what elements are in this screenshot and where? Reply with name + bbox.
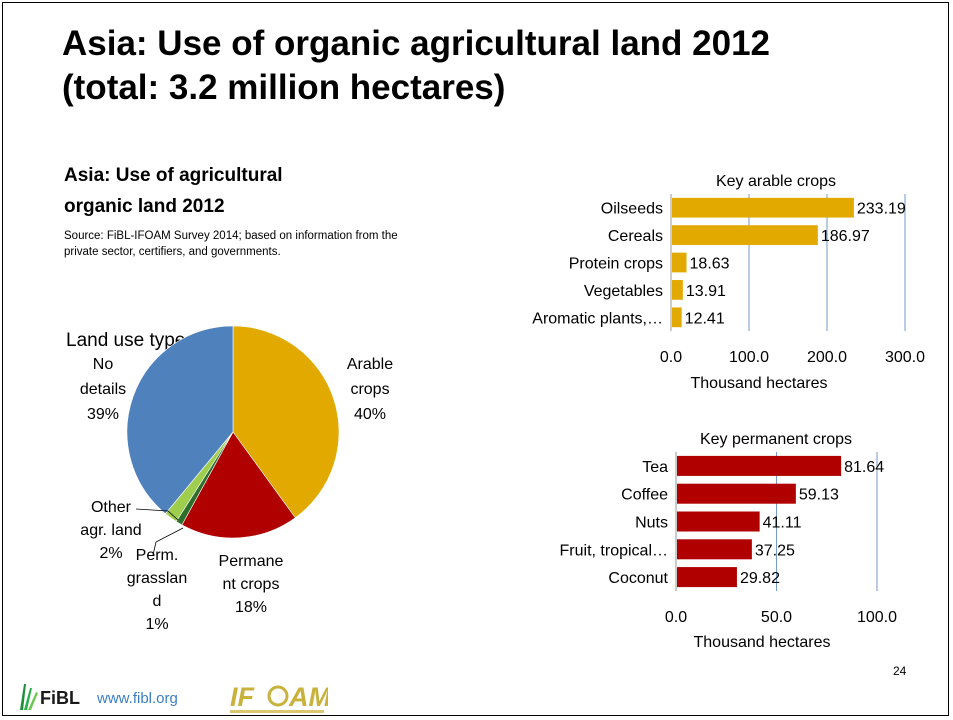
permanent-chart-value-label-4: 37.25 (755, 542, 795, 559)
pie-label-grassland-line-3: d (153, 593, 162, 610)
arable-chart-value-label-2: 186.97 (821, 228, 870, 245)
arable-chart-bar-4 (672, 280, 683, 300)
pie-label-no-details-line-2: details (80, 381, 126, 398)
chart-subtitle-line-2: organic land 2012 (64, 196, 225, 217)
permanent-chart-bar-1 (677, 455, 842, 476)
source-note: Source: FiBL-IFOAM Survey 2014; based on… (64, 230, 398, 258)
pie-label-no-details-line-1: No (93, 356, 114, 373)
pie-label-permanent-line-2: nt crops (223, 576, 280, 593)
arable-chart-category-label-2: Cereals (608, 228, 663, 245)
permanent-chart-bar-3 (677, 511, 760, 532)
pie-label-arable-line-2: crops (350, 381, 389, 398)
leader-line-grassland (152, 527, 184, 556)
arable-chart-bar-2 (672, 225, 818, 245)
pie-label-arable-line-1: Arable (347, 356, 393, 373)
permanent-chart-bar-4 (677, 539, 752, 560)
arable-chart-bar-5 (672, 307, 682, 328)
pie-label-arable-line-3: 40% (354, 406, 386, 423)
permanent-chart-tick-label-3: 100.0 (857, 609, 897, 626)
arable-chart-category-label-4: Vegetables (584, 283, 663, 300)
permanent-chart-category-label-4: Fruit, tropical… (560, 542, 668, 559)
permanent-chart-value-label-5: 29.82 (740, 570, 780, 587)
permanent-chart-category-label-2: Coffee (621, 487, 668, 504)
arable-chart-value-label-3: 18.63 (690, 256, 730, 273)
arable-chart-bar-3 (672, 252, 687, 273)
arable-chart-tick-label-4: 300.0 (885, 349, 925, 366)
arable-chart-title: Key arable crops (716, 173, 836, 190)
ifoam-logo-icon: IF AM (230, 682, 328, 713)
permanent-chart-bar-5 (677, 567, 737, 588)
pie-label-other-line-3: 2% (99, 545, 122, 562)
pie-label-grassland-line-2: grasslan (127, 570, 187, 587)
permanent-chart-x-axis-label: Thousand hectares (694, 634, 831, 651)
pie-slice-permanent-crops (181, 431, 296, 539)
pie-label-permanent-line-3: 18% (235, 599, 267, 616)
permanent-chart-tick-label-2: 50.0 (761, 609, 792, 626)
fibl-url-link[interactable]: www.fibl.org (97, 690, 178, 707)
slide-title: Asia: Use of organic agricultural land 2… (62, 22, 862, 110)
leader-line-other (135, 508, 179, 521)
arable-chart-category-label-5: Aromatic plants,… (532, 310, 663, 327)
arable-chart-value-label-4: 13.91 (686, 283, 726, 300)
chart-subtitle-line-1: Asia: Use of agricultural (64, 165, 283, 186)
permanent-chart-tick-label-1: 0.0 (665, 609, 687, 626)
permanent-chart-category-label-5: Coconut (608, 570, 668, 587)
pie-slice-arable-crops (232, 325, 340, 519)
pie-slice-no-details (126, 325, 234, 515)
arable-chart-value-label-5: 12.41 (685, 310, 725, 327)
arable-chart-bar-1 (672, 197, 854, 218)
arable-chart-tick-label-3: 200.0 (807, 349, 847, 366)
slide-title-line-1: Asia: Use of organic agricultural land 2… (62, 24, 770, 63)
arable-chart-tick-label-2: 100.0 (729, 349, 769, 366)
svg-text:IF: IF (230, 682, 256, 712)
arable-chart-x-axis-label: Thousand hectares (691, 375, 828, 392)
permanent-chart-bar-2 (677, 483, 796, 504)
permanent-chart-category-label-3: Nuts (635, 515, 668, 532)
permanent-chart-value-label-2: 59.13 (799, 487, 839, 504)
fibl-wordmark: FiBL (40, 688, 80, 708)
fibl-logo-icon (20, 684, 38, 710)
arable-chart-tick-label-1: 0.0 (660, 349, 682, 366)
svg-text:AM: AM (288, 682, 328, 712)
pie-label-other-line-1: Other (91, 499, 132, 516)
permanent-chart-value-label-1: 81.64 (844, 459, 884, 476)
pie-label-permanent-line-1: Permane (219, 553, 284, 570)
arable-chart-category-label-3: Protein crops (569, 256, 663, 273)
arable-chart-category-label-1: Oilseeds (601, 201, 663, 218)
chart-subtitle: Asia: Use of agricultural organic land 2… (64, 160, 364, 222)
permanent-chart-category-label-1: Tea (642, 459, 668, 476)
arable-chart-value-label-1: 233.19 (857, 201, 906, 218)
pie-label-other-line-2: agr. land (80, 522, 141, 539)
pie-label-no-details-line-3: 39% (87, 406, 119, 423)
permanent-chart-value-label-3: 41.11 (763, 515, 802, 532)
pie-label-grassland-line-4: 1% (145, 616, 168, 633)
slide-title-line-2: (total: 3.2 million hectares) (62, 68, 506, 107)
page-number: 24 (893, 664, 907, 678)
pie-label-grassland-line-1: Perm. (136, 547, 179, 564)
permanent-chart-title: Key permanent crops (700, 431, 852, 448)
